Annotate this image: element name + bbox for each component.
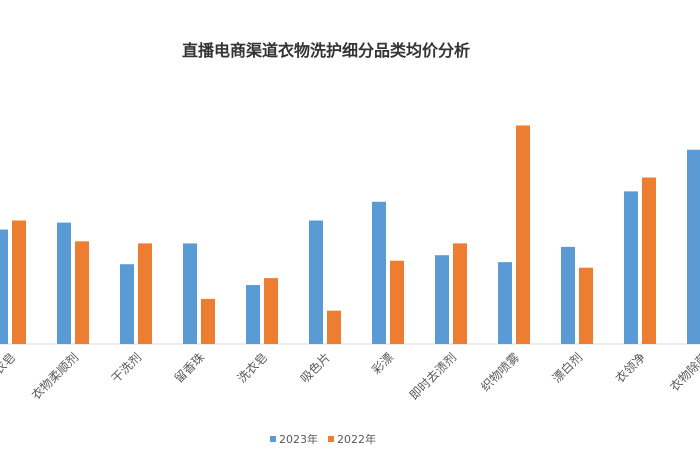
bar-2023年-即时去渍剂 (435, 255, 449, 344)
x-tick-label: 衣物除菌 (667, 350, 700, 395)
bar-2022年-衣物柔顺剂 (75, 241, 89, 344)
bar-2022年-吸色片 (327, 310, 341, 344)
x-tick-label: 留香珠 (172, 350, 207, 385)
bar-2023年-织物喷雾 (498, 262, 512, 344)
legend-label-2023: 2023年 (279, 433, 318, 446)
bar-2022年-漂白剂 (579, 267, 593, 344)
legend-swatch-2022 (328, 436, 334, 442)
bar-2023年-彩漂 (372, 201, 386, 344)
bar-2023年-洗衣皂 (246, 285, 260, 344)
x-tick-label: 衣物柔顺剂 (28, 350, 81, 403)
bar-2022年-彩漂 (390, 260, 404, 344)
bar-2023年-衣物柔顺剂 (57, 222, 71, 344)
bar-2023年-吸色片 (309, 220, 323, 344)
bar-2023年-衣皂 (0, 229, 8, 344)
legend-item-2022: 2022年 (328, 431, 376, 447)
x-tick-label: 衣皂 (0, 350, 18, 378)
bar-2022年-留香珠 (201, 298, 215, 344)
legend: 2023年 2022年 (270, 431, 386, 447)
bar-2022年-干洗剂 (138, 243, 152, 344)
x-tick-label: 即时去渍剂 (406, 350, 459, 403)
bar-2022年-织物喷雾 (516, 125, 530, 344)
legend-item-2023: 2023年 (270, 431, 318, 447)
chart-title: 直播电商渠道衣物洗护细分品类均价分析 (181, 41, 470, 60)
x-tick-label: 漂白剂 (549, 350, 585, 386)
x-tick-label: 衣领净 (612, 350, 648, 386)
legend-label-2022: 2022年 (337, 433, 376, 446)
x-tick-label: 彩漂 (369, 350, 396, 377)
bar-2023年-衣物除菌 (687, 149, 700, 344)
bar-2022年-衣皂 (12, 220, 26, 344)
x-tick-label: 洗衣皂 (234, 350, 270, 386)
bar-2022年-即时去渍剂 (453, 243, 467, 344)
bar-2023年-漂白剂 (561, 246, 575, 344)
bar-2023年-干洗剂 (120, 264, 134, 344)
x-tick-label: 织物喷雾 (478, 350, 522, 394)
x-tick-label: 干洗剂 (108, 350, 144, 386)
x-tick-label: 吸色片 (298, 350, 333, 385)
bar-2023年-留香珠 (183, 243, 197, 344)
bar-2022年-洗衣皂 (264, 278, 278, 344)
bar-2022年-衣领净 (642, 177, 656, 344)
legend-swatch-2023 (270, 436, 276, 442)
bar-2023年-衣领净 (624, 191, 638, 344)
